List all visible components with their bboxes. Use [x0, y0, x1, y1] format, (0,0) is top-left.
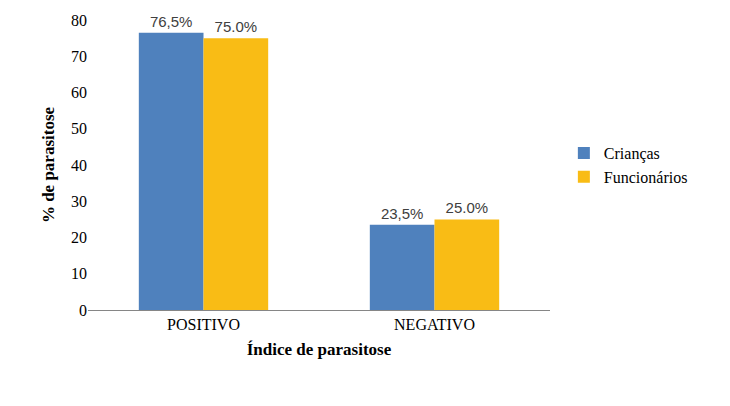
svg-text:23,5%: 23,5%	[381, 205, 424, 222]
svg-text:25.0%: 25.0%	[446, 199, 489, 216]
svg-text:0: 0	[79, 302, 87, 319]
svg-text:75.0%: 75.0%	[215, 18, 258, 35]
svg-text:Crianças: Crianças	[604, 145, 660, 163]
svg-text:30: 30	[71, 193, 87, 210]
svg-text:40: 40	[71, 157, 87, 174]
svg-text:% de parasitose: % de parasitose	[39, 106, 58, 223]
svg-text:10: 10	[71, 265, 87, 282]
svg-text:POSITIVO: POSITIVO	[167, 316, 240, 333]
svg-text:70: 70	[71, 48, 87, 65]
svg-text:Funcionários: Funcionários	[604, 169, 688, 186]
svg-text:76,5%: 76,5%	[150, 13, 193, 30]
svg-text:80: 80	[71, 12, 87, 29]
svg-text:60: 60	[71, 84, 87, 101]
svg-text:50: 50	[71, 120, 87, 137]
svg-text:NEGATIVO: NEGATIVO	[394, 316, 475, 333]
svg-text:Índice de parasitose: Índice de parasitose	[247, 340, 392, 359]
svg-text:20: 20	[71, 229, 87, 246]
